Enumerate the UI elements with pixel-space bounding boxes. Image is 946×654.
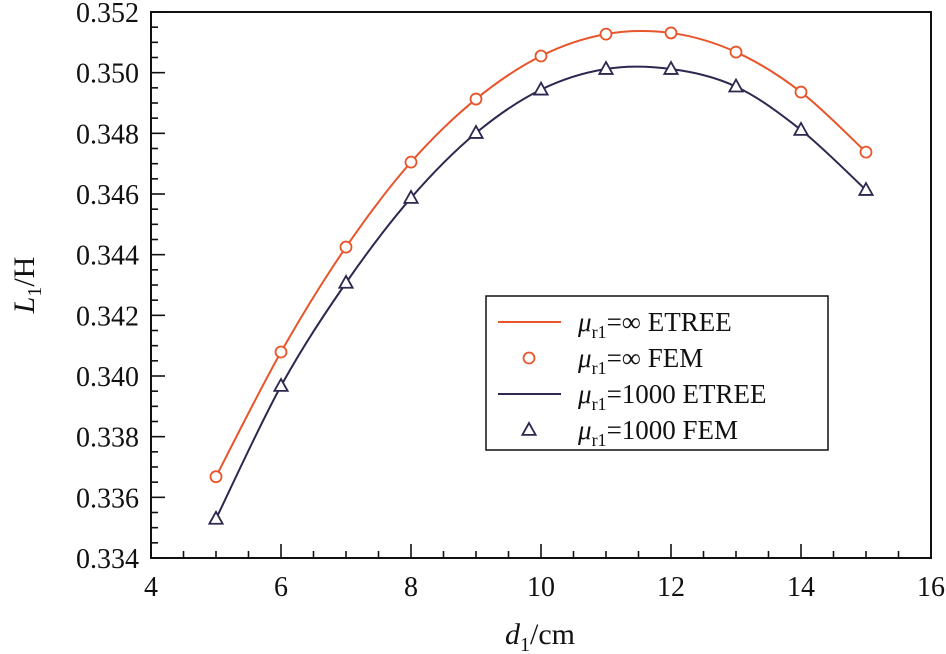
legend-label: μr1=∞ FEM <box>577 343 703 378</box>
data-point-triangle <box>857 181 875 196</box>
legend-box <box>485 295 829 451</box>
x-tick-label: 4 <box>144 572 158 603</box>
data-point-triangle <box>662 60 680 75</box>
x-tick-label: 16 <box>917 572 945 603</box>
y-tick-label: 0.334 <box>76 544 139 575</box>
data-point-triangle <box>337 274 355 289</box>
series-line <box>215 29 867 478</box>
x-tick-label: 6 <box>274 572 288 603</box>
series-line <box>215 65 867 520</box>
y-tick-label: 0.348 <box>76 119 139 150</box>
y-axis-label: L1/H <box>8 257 46 315</box>
data-point-triangle <box>597 60 615 75</box>
y-tick-label: 0.340 <box>76 362 139 393</box>
data-point-circle <box>794 85 808 99</box>
x-tick-label: 8 <box>404 572 418 603</box>
x-tick-label: 14 <box>787 572 815 603</box>
y-tick-label: 0.350 <box>76 59 139 90</box>
legend-triangle-swatch <box>520 421 538 436</box>
data-point-circle <box>274 345 288 359</box>
x-tick-label: 12 <box>657 572 685 603</box>
data-point-triangle <box>402 189 420 204</box>
legend-label: μr1=1000 FEM <box>577 415 738 450</box>
legend-label: μr1=∞ ETREE <box>577 307 732 342</box>
data-point-triangle <box>792 121 810 136</box>
data-point-circle <box>599 27 613 41</box>
y-tick-label: 0.338 <box>76 423 139 454</box>
legend-label: μr1=1000 ETREE <box>577 379 767 414</box>
data-point-triangle <box>532 80 550 96</box>
data-point-circle <box>469 92 483 106</box>
data-point-triangle <box>207 510 225 525</box>
plot-marks <box>207 26 875 525</box>
data-point-circle <box>729 45 743 59</box>
data-point-circle <box>209 470 223 484</box>
y-tick-label: 0.336 <box>76 483 139 514</box>
x-tick-label: 10 <box>527 572 555 603</box>
data-point-triangle <box>467 124 485 139</box>
data-point-circle <box>534 49 548 63</box>
x-axis-label: d1/cm <box>505 618 575 654</box>
y-tick-label: 0.346 <box>76 180 139 211</box>
y-tick-label: 0.342 <box>76 301 139 332</box>
data-point-triangle <box>727 77 745 93</box>
y-tick-label: 0.352 <box>76 0 139 29</box>
legend-circle-swatch <box>522 351 536 365</box>
data-point-circle <box>664 26 678 40</box>
data-point-circle <box>859 145 873 159</box>
data-point-triangle <box>272 377 290 392</box>
data-point-circle <box>339 240 353 254</box>
axes: 4 6 8 10 12 14 16 0.334 0.336 0.338 0.340 0.342 0.34… <box>76 0 945 603</box>
y-tick-label: 0.344 <box>76 241 139 272</box>
data-point-circle <box>404 155 418 169</box>
